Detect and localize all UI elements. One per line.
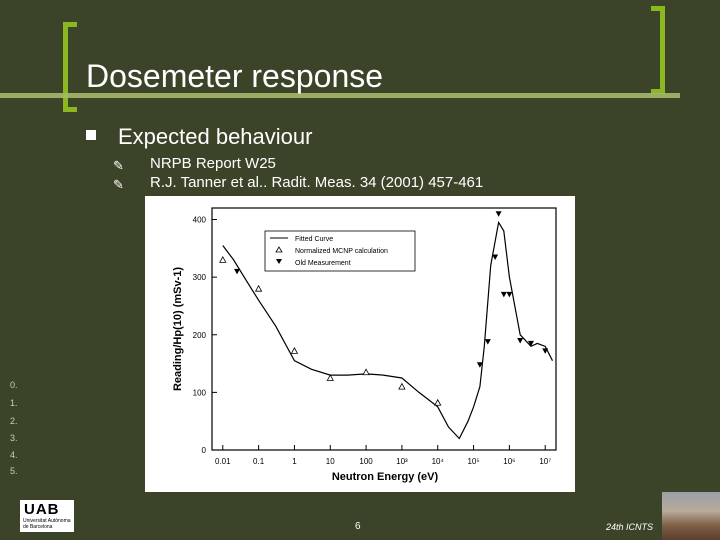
chart-legend: Fitted Curve Normalized MCNP calculation… [264,230,416,272]
side-number: 5. [10,466,18,476]
side-number: 0. [10,380,18,390]
conference-label: 24th ICNTS [606,522,654,532]
y-axis-label: Reading/Hp(10) (mSv-1) [172,267,184,391]
dosemeter-response-chart: 0 100 200 300 400 0.01 0.1 1 10 100 10³ 10⁴ 10⁵ 10⁶ 1… [145,196,575,492]
mcnp-point [219,256,227,263]
x-tick-label: 10³ [396,457,408,466]
page-number: 6 [355,521,361,532]
slide-title: Dosemeter response [86,58,384,94]
x-tick-label: 10 [326,457,335,466]
sub-item-2: R.J. Tanner et al.. Radit. Meas. 34 (200… [150,174,484,191]
x-tick-label: 10⁶ [503,457,515,466]
old-measurement-point [527,340,534,347]
y-tick-label: 400 [193,216,207,225]
title-bracket-right [651,6,665,94]
legend-box [264,230,416,272]
city-photo [662,492,720,540]
legend-triangle-down-key [276,259,282,264]
mcnp-point [434,398,442,406]
mcnp-point [254,284,263,292]
x-tick-label: 10⁷ [539,457,551,466]
x-tick-label: 0.01 [215,457,231,466]
mcnp-point [326,374,334,381]
old-measurement-point [492,254,499,260]
bullet-square-icon [86,130,96,140]
legend-label: Normalized MCNP calculation [295,248,388,255]
side-number: 2. [10,416,18,426]
bullet-text: Expected behaviour [118,124,313,149]
logo-text: UAB [24,501,60,518]
x-tick-label: 10⁵ [467,457,479,466]
title-underline [0,93,680,98]
old-measurement-point [484,339,491,345]
chart-svg: 0 100 200 300 400 0.01 0.1 1 10 100 10³ 10⁴ 10⁵ 10⁶ 1… [172,207,557,483]
x-tick-label: 1 [292,457,297,466]
old-measurement-point [500,291,507,298]
sub-bullet-icon: ✎ [113,177,124,192]
old-measurement-point [517,338,524,344]
side-number: 3. [10,433,18,443]
y-tick-label: 300 [193,273,207,282]
mcnp-point [290,347,299,354]
plot-frame [211,207,557,451]
mcnp-point [362,368,370,376]
x-axis-label: Neutron Energy (eV) [332,471,439,483]
logo-subtext: Universitat Autònoma de Barcelona [23,518,71,530]
fitted-curve-line [222,220,554,440]
mcnp-point [398,382,406,390]
old-measurement-point [476,362,483,368]
title-bracket-left [63,22,77,112]
uab-logo: UAB Universitat Autònoma de Barcelona [20,500,74,532]
y-tick-label: 0 [202,446,207,455]
y-tick-label: 100 [193,388,207,397]
side-number: 4. [10,450,18,460]
legend-label: Old Measurement [295,260,351,267]
x-tick-label: 10⁴ [432,457,445,466]
x-tick-label: 0.1 [253,457,265,466]
old-measurement-point [542,348,549,354]
sub-item-1: NRPB Report W25 [150,155,276,172]
old-measurement-point [234,268,241,275]
legend-label: Fitted Curve [295,236,333,243]
old-measurement-point [495,211,502,217]
old-measurement-point [506,291,513,298]
y-tick-label: 200 [193,331,207,340]
x-tick-label: 100 [359,457,373,466]
side-number: 1. [10,398,18,408]
sub-bullet-icon: ✎ [113,158,124,173]
legend-triangle-up-key [275,246,283,253]
